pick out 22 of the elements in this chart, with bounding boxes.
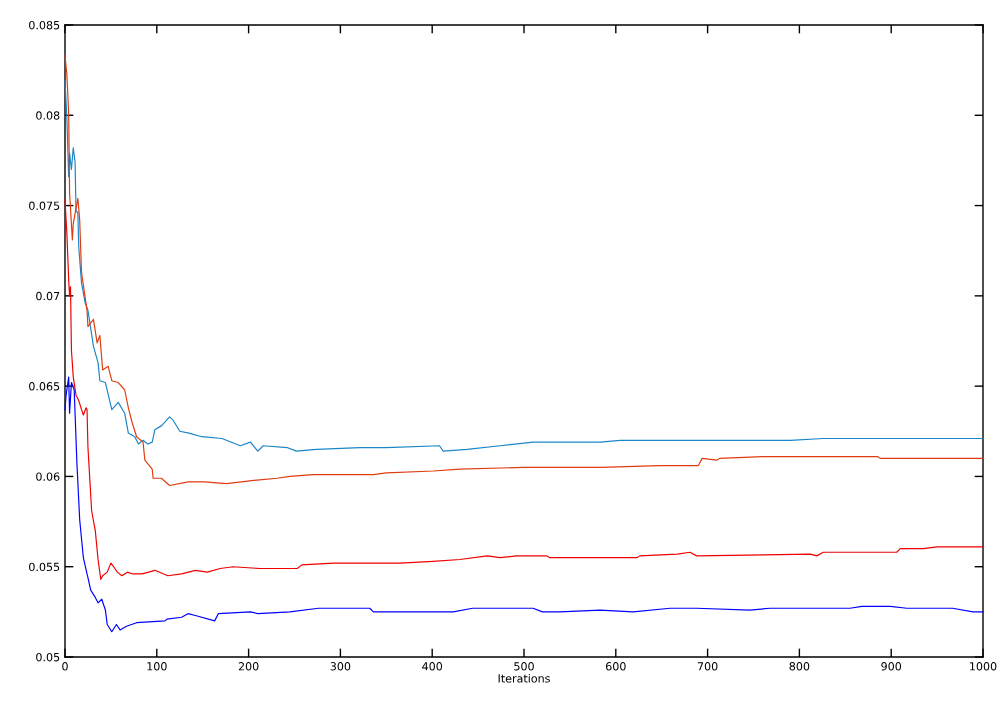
- x-tick-label: 700: [697, 662, 718, 671]
- x-tick-label: 500: [514, 662, 534, 671]
- y-tick-label: 0.08: [36, 111, 60, 120]
- x-tick-label: 0: [62, 662, 68, 671]
- y-tick-label: 0.07: [36, 291, 60, 301]
- x-tick-label: 900: [881, 662, 902, 671]
- y-tick-label: 0.075: [29, 201, 60, 210]
- line-series: [64, 199, 984, 580]
- y-tick-label: 0.05: [36, 652, 60, 662]
- y-tick-label: 0.06: [36, 472, 60, 481]
- x-tick-label: 200: [238, 662, 259, 671]
- x-axis-title: Iterations: [498, 674, 550, 683]
- x-tick-label: 600: [605, 662, 626, 671]
- line-series: [64, 376, 984, 633]
- y-tick-label: 0.055: [29, 562, 60, 572]
- x-tick-label: 400: [422, 662, 443, 671]
- x-tick-label: 1000: [970, 662, 997, 671]
- x-tick-label: 100: [147, 662, 167, 671]
- y-tick-label: 0.085: [29, 20, 60, 30]
- x-tick-label: 800: [789, 662, 810, 671]
- y-tick-label: 0.065: [29, 382, 60, 391]
- x-tick-label: 300: [330, 662, 351, 671]
